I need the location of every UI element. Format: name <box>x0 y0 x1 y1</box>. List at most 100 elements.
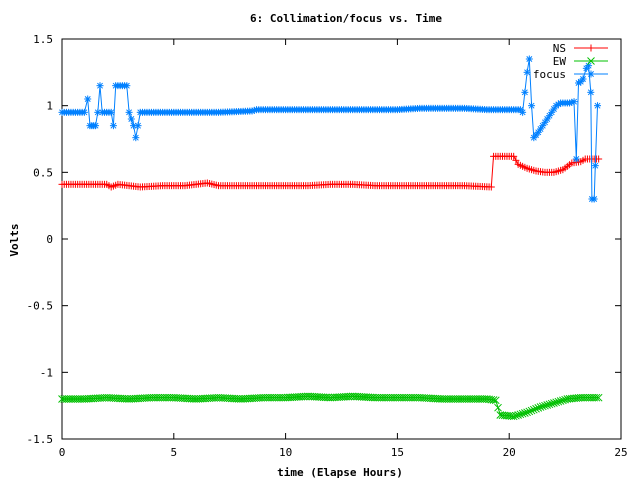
marker-stroke <box>92 122 99 129</box>
data-point-focus <box>80 108 88 116</box>
legend-label-ns: NS <box>553 42 566 55</box>
marker-stroke <box>587 57 595 65</box>
marker-stroke <box>547 399 556 408</box>
data-point-focus <box>590 195 598 203</box>
data-point-ns <box>595 155 603 163</box>
legend-label-focus: focus <box>533 68 566 81</box>
data-point-ew <box>529 405 538 414</box>
marker-stroke <box>585 62 592 69</box>
legend-label-ew: EW <box>553 55 567 68</box>
marker-stroke <box>123 82 130 89</box>
plot-frame <box>61 38 622 440</box>
marker-stroke <box>591 196 598 202</box>
data-point-ns <box>512 156 520 164</box>
marker-stroke <box>592 393 601 402</box>
legend-marker-ew <box>587 57 595 65</box>
data-point-ew <box>543 401 552 409</box>
data-point-ew <box>525 407 534 416</box>
data-point-focus <box>127 115 135 123</box>
data-point-focus <box>579 75 587 83</box>
series-layer <box>58 55 603 421</box>
marker-stroke <box>520 409 529 417</box>
x-tick-label: 25 <box>614 446 627 459</box>
y-tick-label: 0 <box>46 233 53 246</box>
data-point-ew <box>545 400 554 409</box>
data-point-ew <box>534 404 543 412</box>
marker-stroke <box>132 134 139 141</box>
marker-stroke <box>94 109 101 116</box>
y-tick-label: 0.5 <box>33 166 53 179</box>
marker-stroke <box>519 109 526 116</box>
marker-stroke <box>526 56 533 62</box>
data-point-focus <box>591 162 599 170</box>
y-tick-label: -1.5 <box>27 433 54 446</box>
data-point-focus <box>84 95 92 103</box>
data-point-ew <box>592 393 601 402</box>
marker-stroke <box>521 89 528 96</box>
data-point-ew <box>509 412 518 421</box>
data-point-focus <box>523 68 531 76</box>
marker-stroke <box>592 162 599 169</box>
data-point-focus <box>519 108 527 116</box>
marker-stroke <box>81 109 88 116</box>
data-point-ns <box>510 152 518 160</box>
data-point-focus <box>572 155 580 163</box>
data-point-ew <box>554 397 563 406</box>
marker-stroke <box>594 102 601 109</box>
x-tick-label: 0 <box>59 446 66 459</box>
data-point-ew <box>494 403 502 412</box>
y-tick-label: -0.5 <box>27 300 54 313</box>
data-point-ew <box>520 409 529 417</box>
data-point-focus <box>132 134 140 142</box>
marker-stroke <box>571 98 578 105</box>
marker-stroke <box>554 397 563 406</box>
marker-stroke <box>543 401 552 409</box>
marker-stroke <box>550 399 558 407</box>
data-point-ew <box>559 396 567 405</box>
marker-stroke <box>512 411 520 420</box>
marker-stroke <box>514 411 522 419</box>
marker-stroke <box>487 395 496 404</box>
series-focus <box>58 55 602 203</box>
data-point-ns <box>487 183 495 191</box>
plot-border <box>61 38 622 440</box>
data-point-focus <box>109 122 117 130</box>
marker-stroke <box>541 401 549 410</box>
marker-stroke <box>532 404 540 413</box>
data-point-ew <box>527 406 536 415</box>
x-tick-label: 5 <box>170 446 177 459</box>
x-tick-label: 20 <box>503 446 516 459</box>
data-point-focus <box>107 108 115 116</box>
marker-stroke <box>552 398 561 407</box>
marker-stroke <box>534 404 543 412</box>
marker-stroke <box>516 410 525 419</box>
marker-stroke <box>509 412 518 421</box>
data-point-focus <box>96 82 104 90</box>
marker-stroke <box>518 409 527 418</box>
x-tick-label: 15 <box>391 446 404 459</box>
marker-stroke <box>528 102 535 109</box>
legend-marker-focus <box>587 70 595 78</box>
data-point-ew <box>491 396 500 405</box>
marker-stroke <box>525 407 534 416</box>
data-point-ew <box>550 399 558 407</box>
data-point-ew <box>516 410 525 419</box>
x-tick-label: 10 <box>279 446 292 459</box>
y-tick-label: -1 <box>40 366 53 379</box>
data-point-ew <box>541 401 549 410</box>
legend-marker-ns <box>587 44 595 52</box>
data-point-focus <box>570 98 578 106</box>
y-tick-label: 1 <box>46 100 53 113</box>
data-point-focus <box>92 122 100 130</box>
marker-stroke <box>573 156 580 162</box>
marker-stroke <box>128 116 135 122</box>
data-point-focus <box>521 88 529 96</box>
marker-stroke <box>587 89 594 96</box>
y-tick-label: 1.5 <box>33 33 53 46</box>
marker-stroke <box>538 402 547 411</box>
data-point-focus <box>528 102 536 110</box>
series-line-focus <box>62 58 598 200</box>
series-ns <box>58 152 603 191</box>
